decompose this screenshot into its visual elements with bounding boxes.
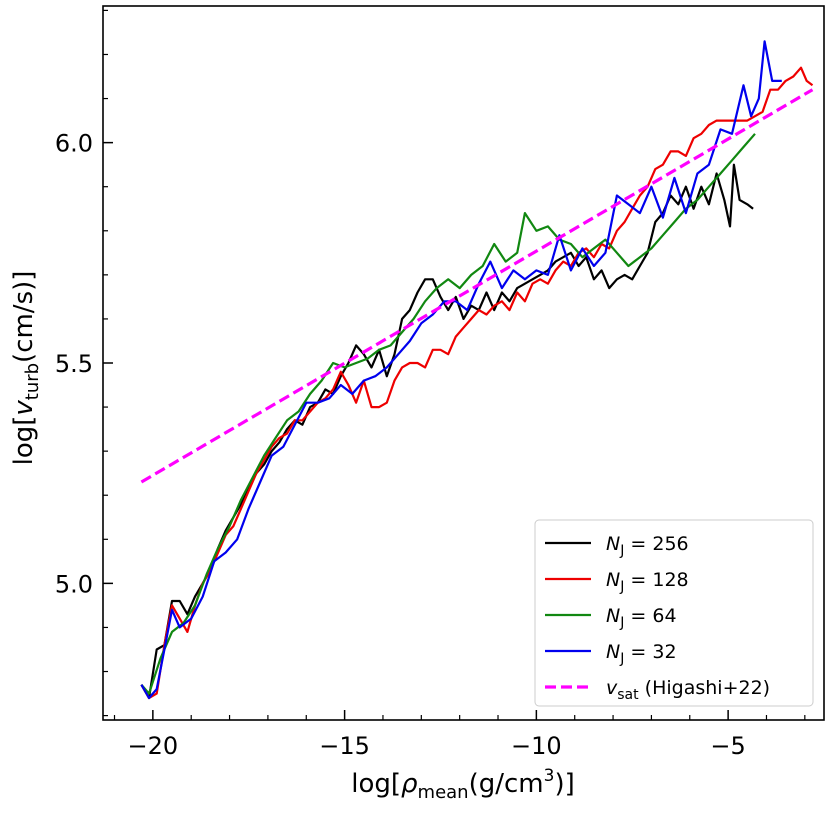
y-tick-label: 5.5 — [55, 350, 93, 378]
legend-label-4: vsat (Higashi+22) — [606, 677, 770, 703]
y-axis-label: log[vturb(cm/s)] — [9, 271, 43, 466]
series-line-1 — [140, 66, 814, 700]
series-lines — [140, 40, 814, 700]
legend-label-1: NJ = 128 — [606, 569, 689, 595]
x-tick-label: −15 — [319, 732, 370, 760]
series-line-0 — [140, 163, 754, 700]
y-tick-label: 6.0 — [55, 130, 93, 158]
legend-label-3: NJ = 32 — [606, 641, 677, 667]
legend: NJ = 256 NJ = 128 NJ = 64 NJ = 32 vsat (Higa… — [534, 519, 814, 707]
y-tick-label: 5.0 — [55, 570, 93, 598]
x-axis-label: log[ρmean(g/cm3)] — [351, 766, 575, 803]
legend-label-2: NJ = 64 — [606, 605, 677, 631]
legend-label-0: NJ = 256 — [606, 533, 689, 559]
legend-entries: NJ = 256 NJ = 128 NJ = 64 NJ = 32 vsat (Higa… — [545, 533, 770, 703]
x-tick-label: −5 — [710, 732, 745, 760]
x-tick-label: −10 — [511, 732, 562, 760]
series-line-3 — [140, 40, 782, 700]
series-line-4 — [140, 88, 814, 484]
x-tick-label: −20 — [128, 732, 179, 760]
series-line-2 — [140, 133, 756, 695]
axis-ticks: −20 −15 −10 −5 5.0 5.5 6.0 — [55, 9, 806, 760]
legend-box — [534, 519, 814, 707]
